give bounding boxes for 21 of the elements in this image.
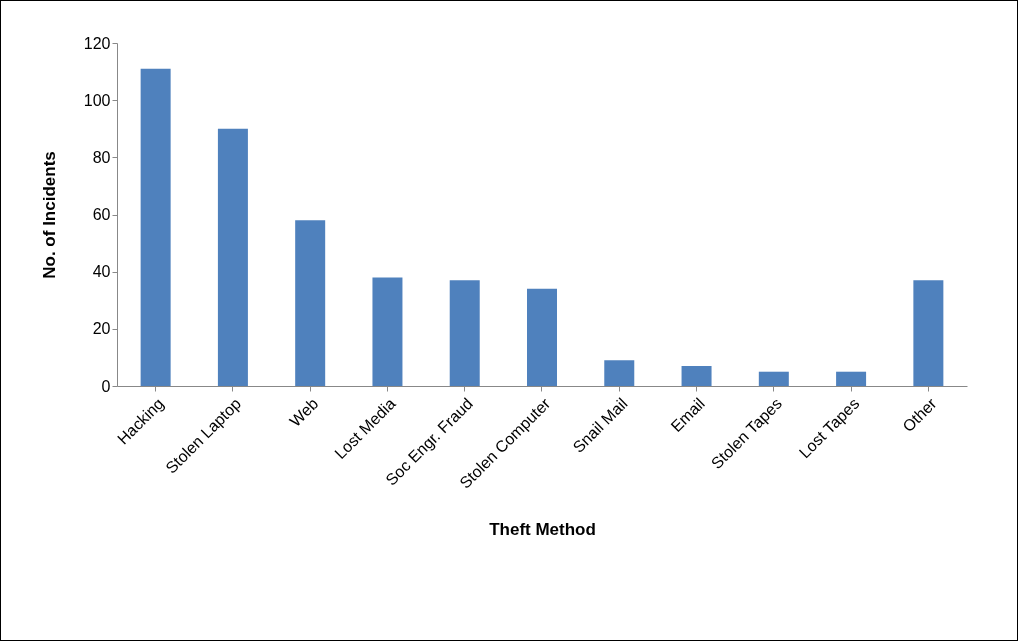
bar xyxy=(295,220,326,386)
bar xyxy=(604,360,635,386)
bar xyxy=(217,128,248,386)
x-tick-label: Web xyxy=(286,394,322,430)
bar xyxy=(140,68,171,386)
bar xyxy=(527,288,557,386)
y-tick-label: 100 xyxy=(83,91,111,109)
x-axis-title: Theft Method xyxy=(489,519,596,539)
y-tick-label: 120 xyxy=(83,34,111,52)
bar xyxy=(913,280,944,386)
bar xyxy=(372,277,403,386)
bar xyxy=(758,371,789,386)
bar xyxy=(449,280,480,386)
y-tick-label: 80 xyxy=(92,148,111,166)
y-axis-title: No. of Incidents xyxy=(39,151,59,279)
y-tick-label: 40 xyxy=(92,263,111,281)
bar xyxy=(836,371,867,386)
y-tick-label: 60 xyxy=(92,206,111,223)
bar xyxy=(681,365,712,386)
y-tick-label: 0 xyxy=(101,377,111,395)
y-tick-label: 20 xyxy=(92,320,111,338)
